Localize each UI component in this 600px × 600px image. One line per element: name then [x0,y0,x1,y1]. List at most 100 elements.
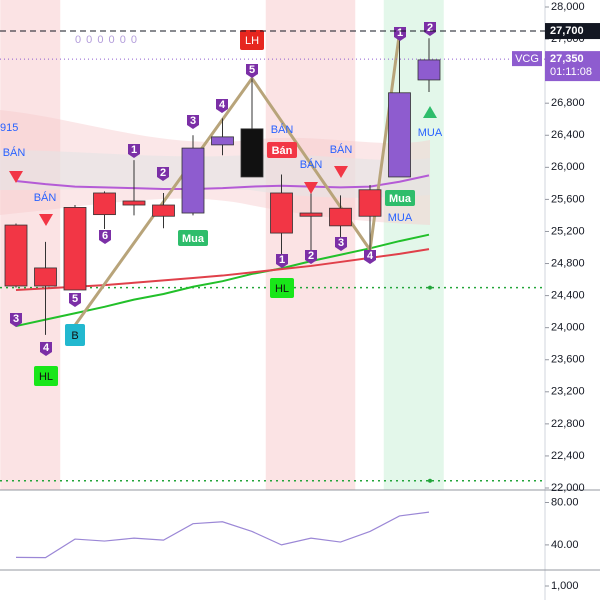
wave-label: 2 [308,250,314,262]
y-tick-label: 22,800 [551,418,585,430]
y-tick-label: 24,800 [551,257,585,269]
candle-body [122,200,146,206]
wave-label: 6 [102,230,108,242]
y-tick-label: 22,400 [551,450,585,462]
candle-body [152,204,175,217]
y-tick-label: 40.00 [551,539,579,551]
wave-marker [364,250,376,264]
candle-body [358,189,382,217]
y-tick-label: 28,000 [551,1,585,13]
wave-label: 3 [190,115,196,127]
moving-average [15,174,430,190]
signal-label: LH [245,35,259,47]
wave-label: 2 [160,167,166,179]
counter-text: 0 0 0 0 0 0 [75,34,138,46]
y-tick-label: 22,000 [551,482,585,494]
wave-label: 2 [427,22,433,34]
signal-box [178,230,208,246]
y-tick-label: 23,600 [551,354,585,366]
wave-marker [246,64,258,78]
y-tick-label: 26,800 [551,97,585,109]
wave-label: 3 [338,237,344,249]
signal-label: MUA [418,127,443,139]
signal-arrow [423,106,437,118]
price-box [545,51,600,82]
signal-label: HL [275,283,289,295]
price-box [545,23,600,40]
signal-label: Mua [389,193,412,205]
signal-label: BÁN [330,143,353,156]
wave-marker [10,313,22,327]
wave-marker [128,144,140,158]
level-dot [428,478,432,483]
signal-box [34,366,58,386]
candle-body [211,136,234,146]
wave-marker [40,342,52,356]
price-label: 27,350 [550,53,584,65]
oscillator-line [15,511,430,559]
signal-arrow [9,171,23,183]
candle-body [63,207,87,291]
candle-body [93,192,116,216]
candle-body [270,192,293,234]
y-tick-label: 24,400 [551,290,585,302]
candle-body [417,59,441,81]
wave-label: 5 [249,64,255,76]
signal-box [65,324,85,346]
wave-marker [305,250,317,264]
candle-body [388,92,411,178]
wave-label: 4 [219,99,226,111]
wave-marker [99,230,111,244]
y-tick-label: 24,000 [551,322,585,334]
signal-box [385,190,415,206]
signal-label: 915 [0,122,18,134]
signal-label: B [71,330,78,342]
wave-label: 4 [367,250,374,262]
signal-label: Mua [182,233,205,245]
y-tick-label: 25,200 [551,225,585,237]
signal-label: BÁN [271,123,294,136]
signal-arrow [304,182,318,194]
wave-marker [276,254,288,268]
signal-label: BÁN [300,158,323,171]
level-dot [428,285,432,290]
signal-label: BÁN [3,146,26,159]
symbol-box [512,51,542,67]
signal-box [270,278,294,298]
candle-body [181,147,205,214]
wave-marker [157,167,169,181]
candle-body [329,207,352,227]
signal-label: HL [39,371,53,383]
y-tick-label: 26,400 [551,129,585,141]
y-tick-label: 25,600 [551,193,585,205]
signal-label: Bán [272,145,293,157]
candle-body [34,267,57,287]
wave-label: 5 [72,293,78,305]
signal-label: MUA [388,212,413,224]
symbol-label: VCG [515,53,539,65]
candle-body [4,224,28,287]
signal-arrow [39,214,53,226]
signal-box [240,30,264,50]
wave-label: 3 [13,313,19,325]
y-tick-label: 80.00 [551,496,579,508]
wave-marker [424,22,436,36]
wave-marker [187,115,199,129]
wave-marker [216,99,228,113]
wave-marker [394,27,406,41]
y-tick-label: 23,200 [551,386,585,398]
wave-marker [69,293,81,307]
signal-label: BÁN [34,191,57,204]
price-label: 27,700 [550,25,584,37]
countdown: 01:11:08 [550,66,592,78]
candle-body [299,212,323,217]
y-tick-label: 1,000 [551,580,579,592]
wave-label: 1 [279,254,285,266]
wave-label: 1 [131,144,137,156]
cloud-band [0,150,430,198]
signal-box [267,142,297,158]
y-tick-label: 26,000 [551,161,585,173]
signal-arrow [334,166,348,178]
